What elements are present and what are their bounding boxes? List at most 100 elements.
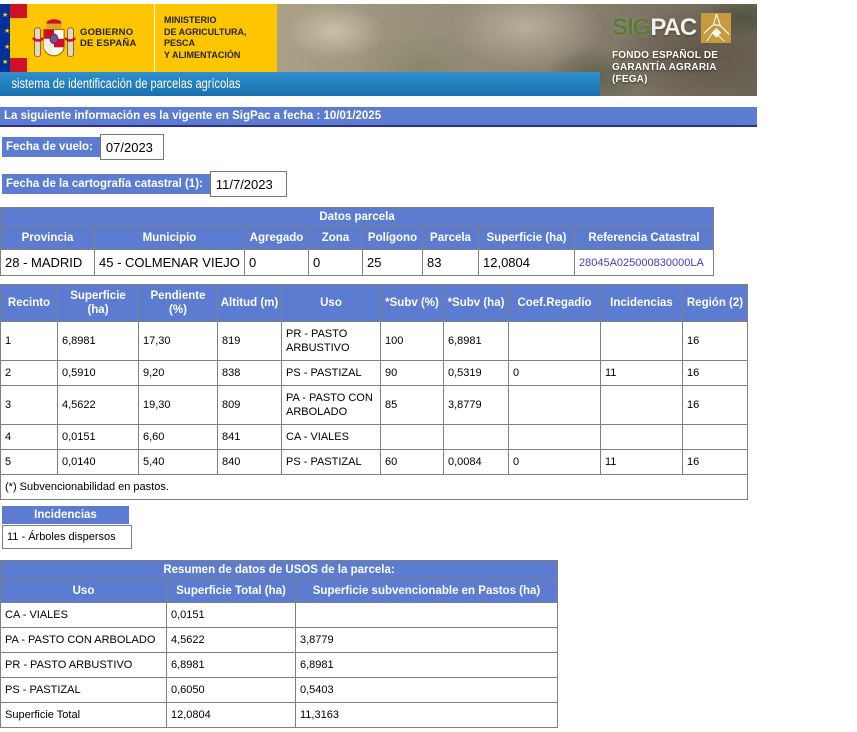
table-cell: 841 [217, 424, 282, 450]
datos-parcela-table: Datos parcela Provincia Municipio Agregado Z… [0, 207, 715, 276]
table-cell: 6,8981 [166, 652, 296, 678]
table-cell: 0,0151 [166, 602, 296, 628]
table-cell: 17,30 [138, 321, 218, 361]
subtitle-text: sistema de identificación de parcelas ag… [11, 76, 241, 91]
column-header: Parcela [422, 226, 479, 250]
table-row: 1 6,8981 17,30 819 PR - PASTO ARBUSTIVO 100 6,… [0, 321, 748, 361]
column-header: Superficie (ha) [57, 284, 139, 322]
table-row: Superficie Total 12,0804 11,3163 [0, 702, 559, 728]
table-cell: 9,20 [138, 360, 218, 386]
gobierno-logo: GOBIERNO DE ESPAÑA [27, 4, 154, 72]
cartografia-input[interactable] [209, 171, 287, 197]
table-cell: 0 [244, 249, 309, 276]
subtitle-bar: sistema de identificación de parcelas ag… [0, 72, 600, 96]
sigpac-logo: SIG PAC FONDO ESPAÑOL DE GARANTÍA AGRARIA… [612, 13, 757, 86]
brand-divider [154, 4, 155, 72]
table-row: 5 0,0140 5,40 840 PS - PASTIZAL 60 0,0084 0 11 16 [0, 449, 748, 475]
fecha-vuelo-row: Fecha de vuelo: [2, 134, 857, 160]
table-cell: 16 [682, 321, 748, 361]
fecha-vuelo-input[interactable] [99, 134, 164, 160]
resumen-usos-table: Resumen de datos de USOS de la parcela: U… [0, 560, 559, 728]
table-cell: 19,30 [138, 385, 218, 425]
table-cell: 4,5622 [57, 385, 139, 425]
table-cell: PR - PASTO ARBUSTIVO [0, 652, 167, 678]
table-cell [508, 385, 601, 425]
table-cell: 3,8779 [294, 627, 559, 653]
table-row: 2 0,5910 9,20 838 PS - PASTIZAL 90 0,5319 0 11 16 [0, 360, 748, 386]
referencia-catastral-link[interactable]: 28045A025000830000LA [579, 257, 704, 269]
table-cell [508, 424, 601, 450]
table-cell: 12,0804 [478, 249, 575, 276]
datos_parcela-title: Datos parcela [0, 207, 715, 227]
incidencias-legend: Incidencias 11 - Árboles dispersos [2, 506, 857, 549]
column-header: Uso [281, 284, 381, 322]
table-cell: 0,0151 [57, 424, 139, 450]
column-header: *Subv (ha) [443, 284, 509, 322]
column-header: Zona [308, 226, 363, 250]
table-cell [600, 385, 683, 425]
table-cell: 83 [422, 249, 479, 276]
table-cell: 12,0804 [166, 702, 296, 728]
table-cell: 0 [508, 360, 601, 386]
table-cell [600, 424, 683, 450]
table-cell: PA - PASTO CON ARBOLADO [0, 627, 167, 653]
column-header: Polígono [362, 226, 423, 250]
table-cell: 0 [308, 249, 363, 276]
cartografia-row: Fecha de la cartografía catastral (1): [2, 171, 857, 197]
table-cell: 3 [0, 385, 58, 425]
table-row: CA - VIALES 0,0151 [0, 602, 559, 628]
column-header: Incidencias [600, 284, 683, 322]
column-header: Provincia [0, 226, 95, 250]
table-row: 28 - MADRID 45 - COLMENAR VIEJO 0 0 25 83 12,0… [0, 249, 715, 276]
table-cell: 45 - COLMENAR VIEJO [94, 249, 245, 276]
table-cell: 819 [217, 321, 282, 361]
column-header: Superficie Total (ha) [166, 579, 296, 603]
sigpac-pac-text: PAC [650, 14, 697, 41]
table-cell: 0 [508, 449, 601, 475]
incidencias-title: Incidencias [2, 506, 129, 524]
column-header: Recinto [0, 284, 58, 322]
column-header: Referencia Catastral [573, 226, 715, 250]
table-cell: PR - PASTO ARBUSTIVO [281, 321, 381, 361]
table-cell: 6,60 [138, 424, 218, 450]
table-cell: 11 [600, 449, 683, 475]
column-header: *Subv (%) [380, 284, 444, 322]
table-cell [294, 602, 559, 628]
table-cell: Superficie Total [0, 702, 167, 728]
table-cell: 2 [0, 360, 58, 386]
coat-of-arms-icon [32, 18, 76, 58]
table-cell: 90 [380, 360, 444, 386]
table-cell: 5 [0, 449, 58, 475]
recintos-table: Recinto Superficie (ha) Pendiente (%) Altit… [0, 284, 748, 500]
column-header: Altitud (m) [217, 284, 282, 322]
table-cell: 0,0140 [57, 449, 139, 475]
table-cell: 3,8779 [443, 385, 509, 425]
table-cell: PS - PASTIZAL [281, 360, 381, 386]
table-cell: 6,8981 [294, 652, 559, 678]
table-cell [600, 321, 683, 361]
sigpac-parcel-icon [701, 13, 732, 43]
table-cell: 0,6050 [166, 677, 296, 703]
spain-flag-icon [10, 4, 27, 72]
table-cell: 11,3163 [294, 702, 559, 728]
sigpac-sig-text: SIG [612, 14, 651, 41]
table-cell: PA - PASTO CON ARBOLADO [281, 385, 381, 425]
table-cell: 85 [380, 385, 444, 425]
table-cell: 838 [217, 360, 282, 386]
column-header: Municipio [94, 226, 245, 250]
table-cell: 0,0084 [443, 449, 509, 475]
resumen-title: Resumen de datos de USOS de la parcela: [0, 560, 559, 580]
table-row: PR - PASTO ARBUSTIVO 6,8981 6,8981 [0, 652, 559, 678]
info-bar: La siguiente información es la vigente e… [0, 107, 757, 127]
cartografia-label: Fecha de la cartografía catastral (1): [2, 174, 210, 194]
info-bar-text: La siguiente información es la vigente e… [4, 110, 382, 122]
column-header: Región (2) [682, 284, 748, 322]
table-cell: CA - VIALES [0, 602, 167, 628]
ministerio-text: MINISTERIO DE AGRICULTURA, PESCA Y ALIME… [155, 4, 277, 72]
table-cell: 0,5319 [443, 360, 509, 386]
table-cell: 809 [217, 385, 282, 425]
column-header: Pendiente (%) [138, 284, 218, 322]
column-header: Superficie subvencionable en Pastos (ha) [294, 579, 559, 603]
table-cell: 28 - MADRID [0, 249, 95, 276]
fega-text: FONDO ESPAÑOL DE GARANTÍA AGRARIA (FEGA) [612, 50, 719, 85]
